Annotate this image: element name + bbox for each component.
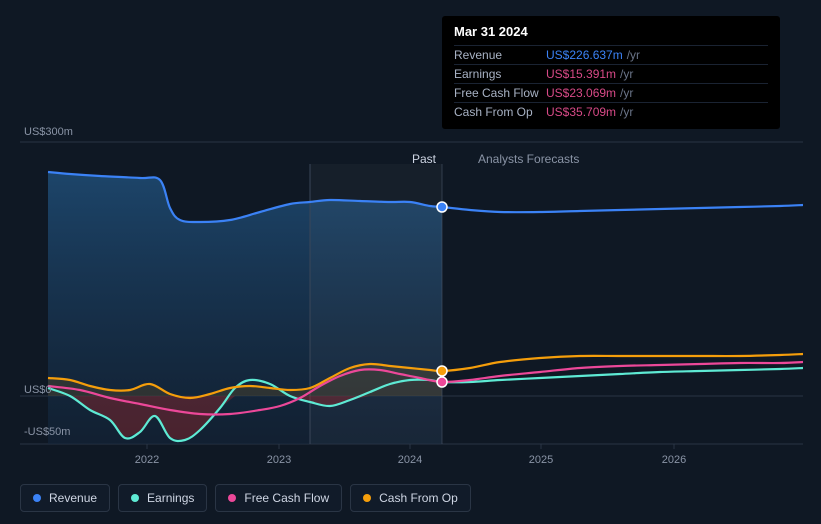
- tooltip-unit: /yr: [627, 48, 640, 62]
- y-tick-label: US$300m: [24, 126, 73, 138]
- x-tick-label: 2026: [662, 454, 686, 466]
- legend-dot-icon: [228, 494, 236, 502]
- tooltip-label: Revenue: [454, 48, 546, 62]
- tooltip-date: Mar 31 2024: [454, 24, 768, 45]
- tooltip-unit: /yr: [620, 105, 633, 119]
- tooltip-label: Earnings: [454, 67, 546, 81]
- tooltip-value: US$226.637m: [546, 48, 623, 62]
- tooltip-value: US$23.069m: [546, 86, 616, 100]
- legend-label: Earnings: [147, 491, 194, 505]
- forecast-label: Analysts Forecasts: [478, 152, 579, 166]
- tooltip-value: US$15.391m: [546, 67, 616, 81]
- legend-item-fcf[interactable]: Free Cash Flow: [215, 484, 342, 512]
- tooltip-label: Cash From Op: [454, 105, 546, 119]
- legend-label: Revenue: [49, 491, 97, 505]
- legend-label: Cash From Op: [379, 491, 458, 505]
- legend-dot-icon: [131, 494, 139, 502]
- tooltip-row-fcf: Free Cash Flow US$23.069m /yr: [454, 83, 768, 102]
- tooltip-value: US$35.709m: [546, 105, 616, 119]
- chart-legend: Revenue Earnings Free Cash Flow Cash Fro…: [20, 484, 471, 512]
- legend-dot-icon: [363, 494, 371, 502]
- legend-dot-icon: [33, 494, 41, 502]
- x-tick-label: 2024: [398, 454, 422, 466]
- past-label: Past: [412, 152, 436, 166]
- legend-item-revenue[interactable]: Revenue: [20, 484, 110, 512]
- legend-item-earnings[interactable]: Earnings: [118, 484, 207, 512]
- x-tick-label: 2025: [529, 454, 553, 466]
- x-tick-label: 2022: [135, 454, 159, 466]
- tooltip-row-earnings: Earnings US$15.391m /yr: [454, 64, 768, 83]
- tooltip-label: Free Cash Flow: [454, 86, 546, 100]
- y-tick-label: -US$50m: [24, 426, 70, 438]
- legend-item-cfo[interactable]: Cash From Op: [350, 484, 471, 512]
- tooltip-unit: /yr: [620, 86, 633, 100]
- tooltip-unit: /yr: [620, 67, 633, 81]
- tooltip-row-revenue: Revenue US$226.637m /yr: [454, 45, 768, 64]
- tooltip-row-cfo: Cash From Op US$35.709m /yr: [454, 102, 768, 121]
- chart-tooltip: Mar 31 2024 Revenue US$226.637m /yr Earn…: [442, 16, 780, 129]
- y-tick-label: US$0: [24, 384, 52, 396]
- x-tick-label: 2023: [267, 454, 291, 466]
- legend-label: Free Cash Flow: [244, 491, 329, 505]
